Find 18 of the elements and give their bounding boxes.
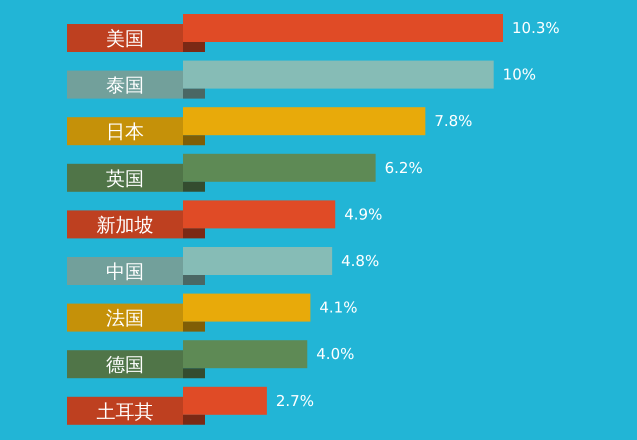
y-tick-label: 新加坡 — [96, 214, 154, 236]
data-label: 7.8% — [434, 112, 472, 130]
y-tick-label: 土耳其 — [96, 400, 154, 423]
y-tick-label: 英国 — [106, 168, 144, 190]
y-tick-label: 中国 — [106, 261, 144, 283]
data-label: 10% — [502, 66, 536, 84]
y-tick-label: 泰国 — [106, 74, 144, 97]
data-label: 10.3% — [512, 19, 560, 37]
data-label: 6.2% — [384, 158, 423, 177]
y-tick-label: 法国 — [106, 308, 144, 330]
data-label: 4.8% — [341, 252, 380, 270]
data-label: 4.0% — [316, 345, 354, 364]
data-label: 4.9% — [344, 205, 382, 224]
y-tick-label: 日本 — [106, 121, 144, 144]
y-tick-label: 美国 — [106, 28, 144, 50]
y-tick-label: 德国 — [106, 354, 144, 376]
data-label: 4.1% — [319, 298, 358, 317]
data-label: 2.7% — [276, 392, 314, 410]
